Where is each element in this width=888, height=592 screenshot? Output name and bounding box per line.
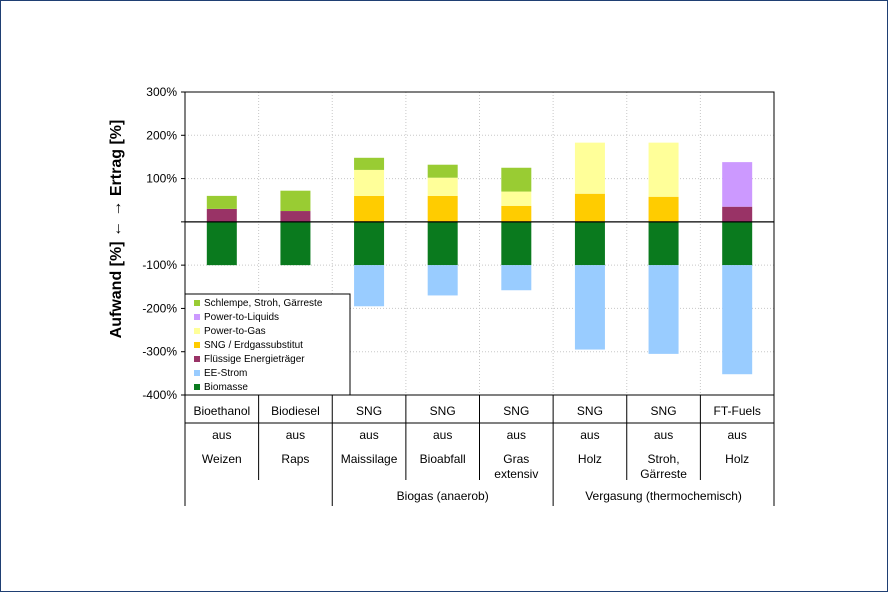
bar-segment — [280, 190, 311, 212]
bar-segment — [427, 195, 458, 222]
category-label: Gras — [503, 452, 529, 466]
group-label: Biogas (anaerob) — [397, 489, 489, 503]
bar-segment — [427, 221, 458, 266]
category-label: extensiv — [494, 467, 538, 481]
bar-segment — [574, 142, 605, 194]
legend-swatch — [194, 300, 200, 306]
category-label: FT-Fuels — [714, 404, 761, 418]
category-label: Maissilage — [341, 452, 398, 466]
category-label: Biodiesel — [271, 404, 320, 418]
category-label: SNG — [503, 404, 529, 418]
category-label: aus — [507, 428, 526, 442]
legend-label: Power-to-Gas — [204, 326, 266, 337]
bar-segment — [354, 195, 385, 222]
bar-segment — [574, 221, 605, 266]
category-label: Holz — [578, 452, 602, 466]
bar-segment — [648, 265, 679, 354]
bar-segment — [280, 211, 311, 222]
bar-segment — [427, 164, 458, 178]
bar-segment — [427, 265, 458, 296]
bar-segment — [354, 265, 385, 307]
y-tick-labels: 300% 200% 100% -100% -200% -300% -400% — [142, 85, 177, 402]
bar-segment — [206, 221, 237, 266]
legend-label: Flüssige Energieträger — [204, 354, 305, 365]
category-label: SNG — [430, 404, 456, 418]
category-label: SNG — [651, 404, 677, 418]
category-label: aus — [433, 428, 452, 442]
bar-segment — [280, 221, 311, 266]
legend-box — [184, 293, 351, 396]
bar-segment — [501, 167, 532, 192]
bar-segment — [354, 157, 385, 170]
bar-segment — [206, 208, 237, 222]
legend-label: EE-Strom — [204, 368, 247, 379]
legend-label: SNG / Erdgassubstitut — [204, 340, 303, 351]
bar-segment — [354, 169, 385, 196]
legend-swatch — [194, 384, 200, 390]
group-label: Vergasung (thermochemisch) — [585, 489, 742, 503]
legend-swatch — [194, 370, 200, 376]
bar-segment — [648, 221, 679, 266]
category-label: aus — [359, 428, 378, 442]
bar-segment — [354, 221, 385, 266]
bar-segment — [574, 193, 605, 222]
bars — [206, 142, 753, 375]
bar-segment — [206, 195, 237, 209]
bar-segment — [722, 206, 753, 222]
legend-swatch — [194, 342, 200, 348]
legend-label: Biomasse — [204, 382, 248, 393]
bar-segment — [501, 191, 532, 206]
bar-segment — [648, 142, 679, 197]
bar-segment — [722, 221, 753, 266]
legend-label: Schlempe, Stroh, Gärreste — [204, 298, 323, 309]
legend-swatch — [194, 356, 200, 362]
category-label: Bioethanol — [193, 404, 250, 418]
category-label: Stroh, — [648, 452, 680, 466]
category-label: Weizen — [202, 452, 242, 466]
category-label: Holz — [725, 452, 749, 466]
y-tick-label: -300% — [142, 345, 177, 359]
category-label: Gärreste — [640, 467, 687, 481]
y-tick-label: 100% — [146, 172, 177, 186]
category-label: Bioabfall — [420, 452, 466, 466]
y-tick-label: 200% — [146, 128, 177, 142]
y-tick-label: -200% — [142, 301, 177, 315]
bar-segment — [648, 196, 679, 222]
legend-swatch — [194, 314, 200, 320]
bar-segment — [501, 221, 532, 266]
y-axis-label: Aufwand [%] ← → Ertrag [%] — [108, 120, 125, 339]
legend-swatch — [194, 328, 200, 334]
legend-label: Power-to-Liquids — [204, 312, 279, 323]
bar-segment — [722, 162, 753, 207]
bar-segment — [501, 265, 532, 291]
y-tick-label: 300% — [146, 85, 177, 99]
bar-segment — [427, 177, 458, 196]
legend: Schlempe, Stroh, Gärreste Power-to-Liquid… — [184, 293, 351, 396]
category-label: SNG — [577, 404, 603, 418]
category-label: aus — [286, 428, 305, 442]
y-tick-label: -100% — [142, 258, 177, 272]
bar-segment — [722, 265, 753, 375]
bar-segment — [501, 205, 532, 222]
category-table: Bioethanol aus Weizen Biodiesel aus Raps SNG au… — [184, 395, 775, 506]
bar-segment — [574, 265, 605, 350]
category-label: aus — [580, 428, 599, 442]
y-tick-label: -400% — [142, 388, 177, 402]
category-label: SNG — [356, 404, 382, 418]
category-label: aus — [728, 428, 747, 442]
category-label: aus — [212, 428, 231, 442]
category-label: Raps — [281, 452, 309, 466]
category-label: aus — [654, 428, 673, 442]
